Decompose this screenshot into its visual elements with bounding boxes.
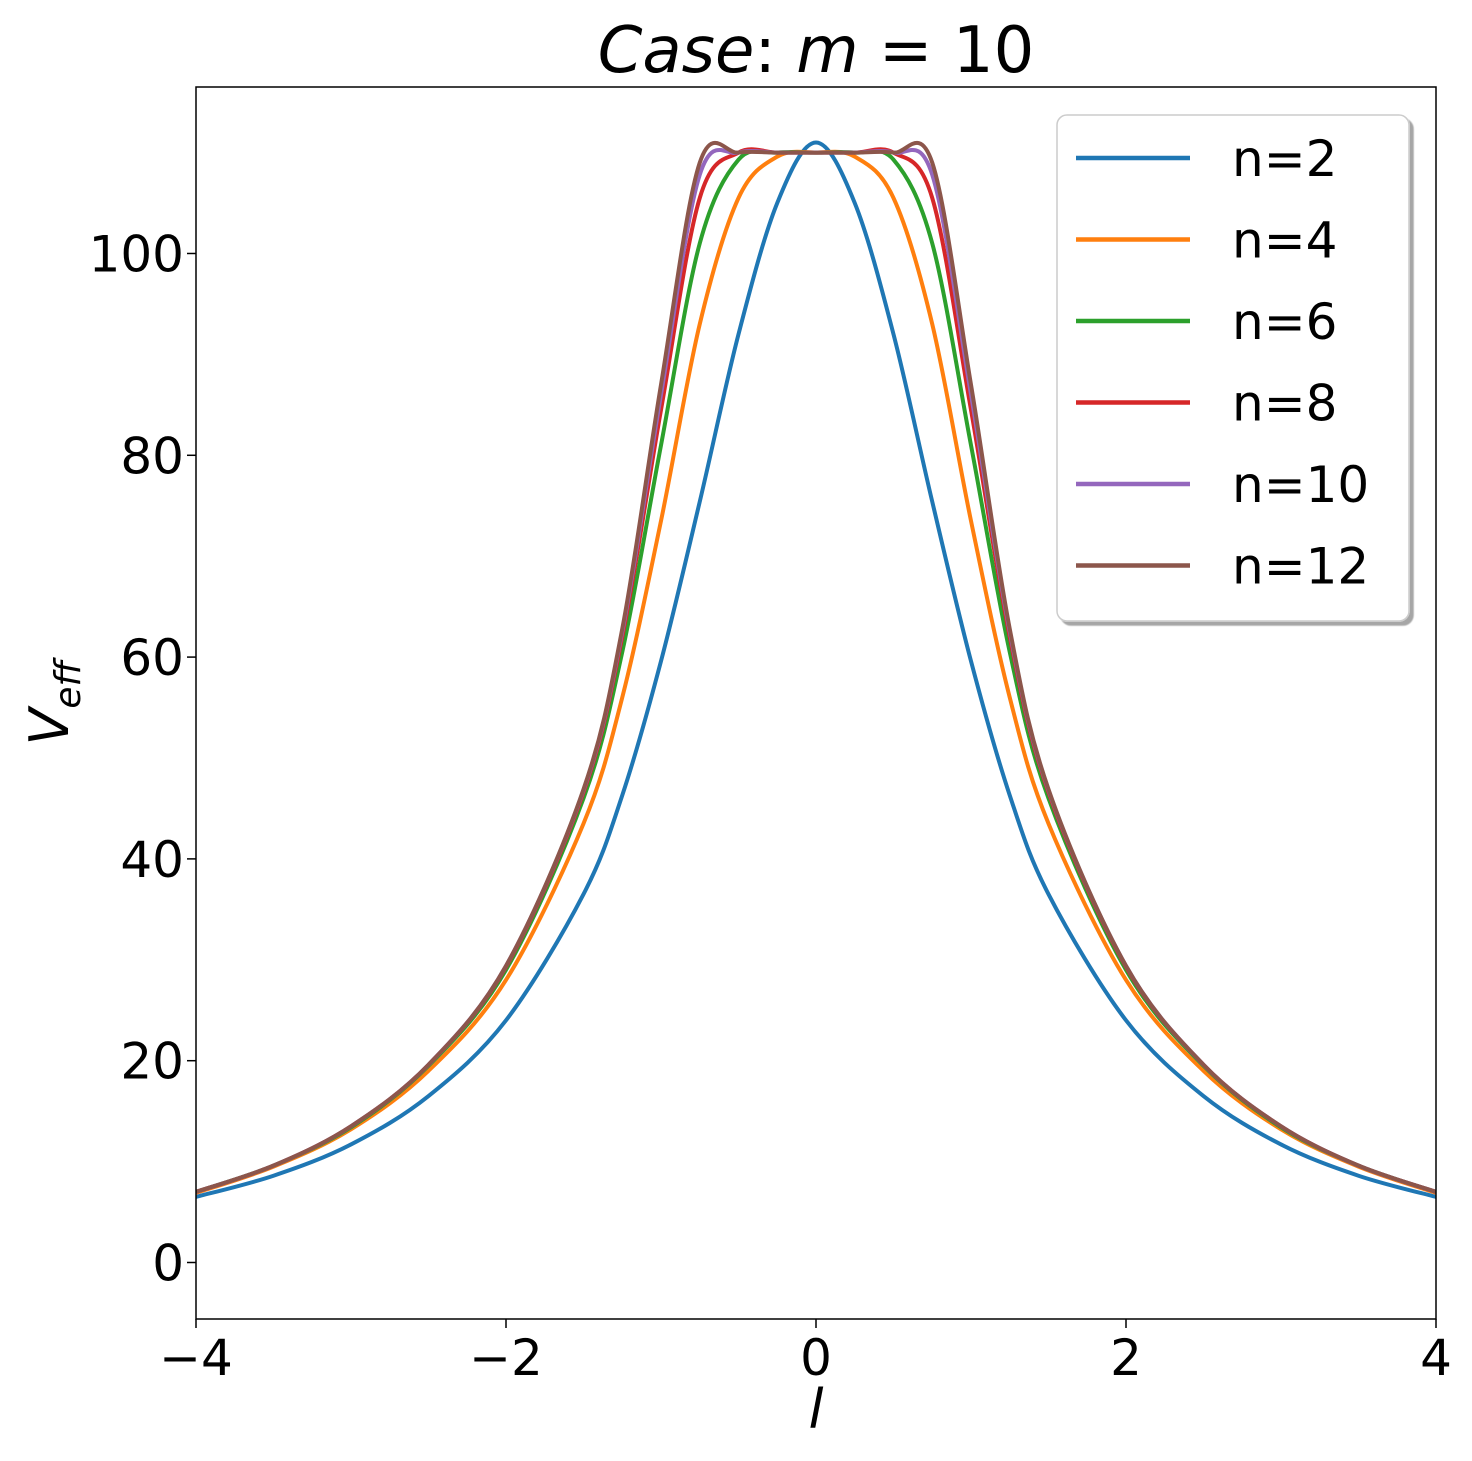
series-line-n12 (196, 140, 1436, 1194)
x-tick-label: 4 (1420, 1329, 1452, 1387)
title-colon: : (754, 14, 796, 88)
y-tick-label: 20 (120, 1033, 184, 1091)
y-tick-label: 100 (89, 225, 184, 283)
legend-items: n=2 n=4 n=6 n=8 n=10 n=12 (1076, 130, 1369, 596)
legend-label-n2: n=2 (1232, 130, 1337, 188)
y-axis: 0 20 40 60 80 100 (89, 225, 196, 1292)
x-tick-label: 0 (800, 1329, 832, 1387)
legend-label-n8: n=8 (1232, 375, 1337, 433)
x-tick-label: −2 (469, 1329, 543, 1387)
y-tick-label: 60 (120, 629, 184, 687)
title-m: m (796, 14, 858, 88)
legend-label-n10: n=10 (1232, 456, 1369, 514)
legend: n=2 n=4 n=6 n=8 n=10 n=12 (1056, 114, 1410, 622)
x-tick-label: 2 (1110, 1329, 1142, 1387)
y-axis-label: Veff (18, 656, 89, 745)
x-axis-label: l (808, 1378, 823, 1441)
y-tick-label: 40 (120, 831, 184, 889)
title-value: 10 (953, 14, 1034, 88)
title-equals: = (859, 14, 953, 88)
y-axis-label-main: V (18, 705, 81, 746)
legend-label-n6: n=6 (1232, 293, 1337, 351)
legend-label-n12: n=12 (1232, 538, 1369, 596)
series-layer (196, 140, 1436, 1199)
x-axis: −4 −2 0 2 4 (159, 1319, 1452, 1387)
title-case: Case (598, 14, 755, 88)
y-axis-label-sub: eff (48, 656, 89, 708)
y-tick-label: 80 (120, 427, 184, 485)
chart-title: Case: m = 10 (598, 14, 1035, 88)
series-line-n2 (196, 140, 1436, 1199)
legend-label-n4: n=4 (1232, 212, 1337, 270)
x-tick-label: −4 (159, 1329, 233, 1387)
y-tick-label: 0 (152, 1234, 184, 1292)
